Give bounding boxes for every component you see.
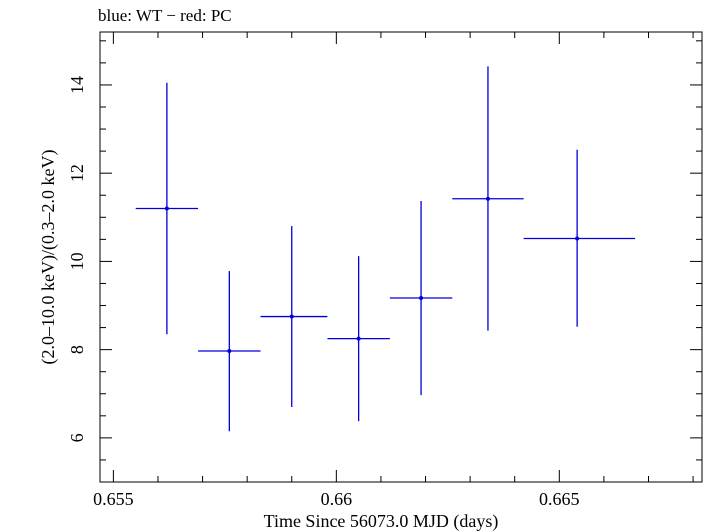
point-marker <box>485 196 490 201</box>
x-tick-label: 0.665 <box>539 489 580 509</box>
data-point <box>198 271 261 432</box>
x-tick-label: 0.66 <box>321 489 353 509</box>
plot-frame <box>99 31 703 483</box>
y-tick-label: 10 <box>67 252 87 270</box>
point-marker <box>575 236 580 241</box>
data-point <box>452 66 524 331</box>
y-tick-label: 14 <box>67 76 87 94</box>
data-point <box>389 200 453 396</box>
chart-title: blue: WT − red: PC <box>98 6 232 25</box>
data-points <box>135 66 636 432</box>
y-tick-label: 6 <box>67 433 87 442</box>
x-axis-label: Time Since 56073.0 MJD (days) <box>264 511 499 532</box>
x-tick-label: 0.655 <box>93 489 134 509</box>
data-point <box>260 226 328 407</box>
y-axis-label: (2.0–10.0 keV)/(0.3–2.0 keV) <box>38 150 59 365</box>
axis-tick-labels: 0.655 0.66 0.665 6 8 10 12 14 <box>67 76 580 509</box>
data-point <box>327 256 390 422</box>
point-marker <box>289 314 294 319</box>
data-point <box>523 149 636 327</box>
point-marker <box>356 336 361 341</box>
point-marker <box>164 206 169 211</box>
axis-ticks <box>100 32 702 483</box>
y-tick-label: 8 <box>67 345 87 354</box>
point-marker <box>227 348 232 353</box>
data-point <box>135 82 199 335</box>
y-tick-label: 12 <box>67 164 87 182</box>
point-marker <box>419 296 424 301</box>
